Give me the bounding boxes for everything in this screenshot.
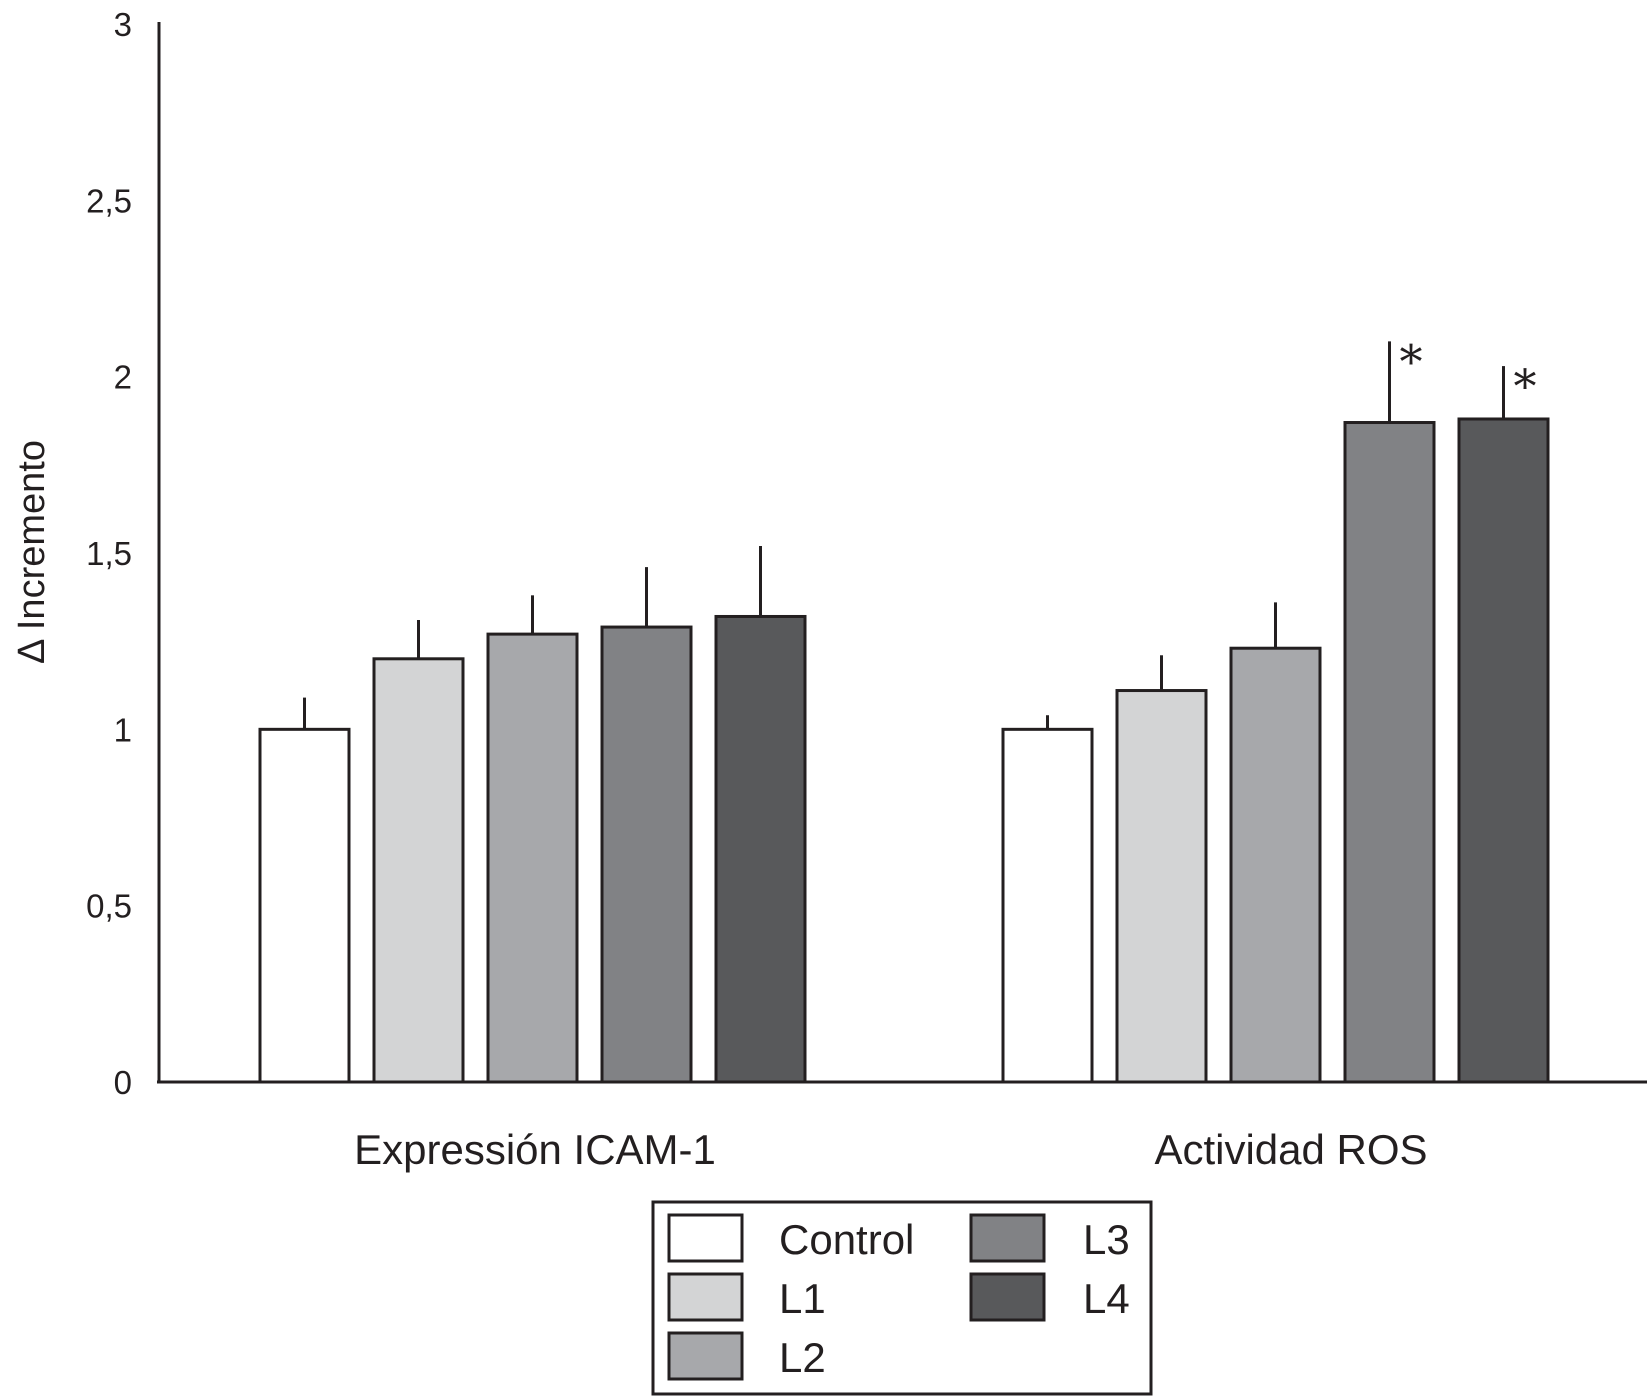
bar-l2 — [486, 632, 579, 1084]
bar-group-item — [1001, 715, 1094, 1084]
category-label: Actividad ROS — [1154, 1126, 1427, 1173]
legend-label: Control — [779, 1216, 914, 1263]
bar-group-item: * — [1457, 359, 1550, 1084]
legend-swatch — [667, 1331, 744, 1381]
bar-group-item — [600, 567, 693, 1084]
y-tick-label: 2,5 — [86, 182, 132, 219]
bars: * * — [258, 334, 1550, 1084]
y-tick-label: 1,5 — [86, 535, 132, 572]
legend-swatch — [969, 1272, 1046, 1322]
legend-item: Control — [667, 1213, 914, 1263]
y-axis-ticks: 0 0,5 1 1,5 2 2,5 3 — [86, 6, 132, 1101]
legend-label: L2 — [779, 1334, 826, 1381]
bar-control — [258, 727, 351, 1084]
legend-item: L3 — [969, 1213, 1130, 1263]
bar-group-item — [486, 595, 579, 1084]
bar-l4 — [714, 614, 807, 1084]
legend-label: L3 — [1083, 1216, 1130, 1263]
legend-swatch — [667, 1213, 744, 1263]
y-tick-label: 0,5 — [86, 888, 132, 925]
y-tick-label: 2 — [114, 359, 132, 396]
legend-swatch — [969, 1213, 1046, 1263]
bar-l2 — [1229, 646, 1322, 1084]
bar-l1 — [1115, 689, 1208, 1084]
legend-item: L2 — [667, 1331, 826, 1381]
legend-item: L1 — [667, 1272, 826, 1322]
legend: Control L1 L2 L3 L4 — [651, 1200, 1153, 1396]
significance-marker: * — [1400, 334, 1423, 388]
significance-marker: * — [1514, 359, 1537, 413]
bar-group-item — [1115, 655, 1208, 1084]
category-label: Expressión ICAM-1 — [354, 1126, 716, 1173]
bar-group-item — [258, 697, 351, 1084]
bar-group-item — [372, 620, 465, 1084]
bar-control — [1001, 727, 1094, 1084]
category-labels: Expressión ICAM-1 Actividad ROS — [354, 1126, 1427, 1173]
legend-label: L1 — [779, 1275, 826, 1322]
bar-group-item — [1229, 602, 1322, 1084]
y-tick-label: 3 — [114, 6, 132, 43]
bar-group-item: * — [1343, 334, 1436, 1084]
y-axis-label: Δ Incremento — [11, 440, 53, 664]
bar-l1 — [372, 657, 465, 1084]
legend-swatch — [667, 1272, 744, 1322]
legend-label: L4 — [1083, 1275, 1130, 1322]
bar-l3 — [1343, 421, 1436, 1084]
bar-l4 — [1457, 417, 1550, 1084]
y-tick-label: 1 — [114, 711, 132, 748]
y-tick-label: 0 — [114, 1064, 132, 1101]
bar-group-item — [714, 545, 807, 1084]
legend-item: L4 — [969, 1272, 1130, 1322]
bar-l3 — [600, 625, 693, 1084]
